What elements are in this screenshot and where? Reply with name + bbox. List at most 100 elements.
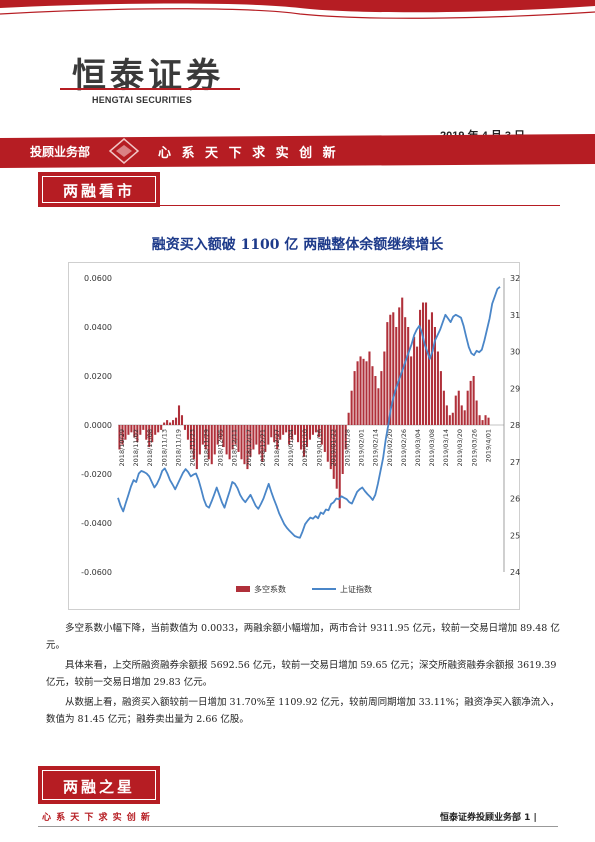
bar [377, 388, 380, 425]
bar [460, 405, 463, 425]
x-tick-label: 2019/01/22 [329, 429, 337, 466]
bar [487, 417, 490, 425]
bar [472, 376, 475, 425]
footer-page-label: 恒泰证券投顾业务部 1 | [440, 813, 537, 823]
x-tick-label: 2019/01/04 [287, 429, 295, 466]
footer-box-frame [42, 770, 156, 800]
bar [276, 425, 279, 450]
bar [317, 425, 320, 438]
bar [157, 425, 160, 433]
bar [127, 425, 130, 435]
bar [231, 425, 234, 450]
bar [198, 425, 201, 455]
right-tick-label: 2400 [510, 568, 520, 577]
footer-box [38, 766, 160, 804]
bar [427, 319, 431, 425]
bar [395, 327, 398, 425]
bar [353, 371, 356, 425]
series-line-shanghai [117, 286, 501, 539]
legend-label-line: 上证指数 [340, 584, 372, 594]
bar [130, 425, 133, 433]
right-tick-label: 2700 [510, 458, 520, 467]
bar [436, 351, 439, 425]
left-tick-label: 0.0400 [84, 323, 112, 332]
bar [169, 422, 172, 425]
bar [320, 425, 323, 445]
bar [219, 425, 222, 440]
footer-heading: 两融之星 [62, 778, 135, 796]
x-tick-label: 2019/02/20 [386, 429, 394, 466]
bar [237, 425, 240, 452]
bar [160, 425, 163, 430]
right-tick-label: 2900 [510, 384, 520, 393]
bar [407, 327, 410, 425]
bar [249, 425, 252, 457]
bar [305, 425, 309, 448]
bar [213, 425, 216, 455]
x-tick-label: 2019/01/10 [301, 429, 309, 466]
header-slogan: 心 系 天 下 求 实 创 新 [158, 146, 339, 161]
bar [416, 346, 419, 425]
bar [225, 425, 228, 455]
right-tick-label: 3100 [510, 311, 520, 320]
bar [380, 371, 383, 425]
bar [413, 336, 416, 425]
bar [151, 425, 154, 443]
chart-frame [68, 262, 520, 610]
article-title: 融资买入额破 1100 亿 两融整体余额继续增长 [151, 237, 444, 253]
bar [118, 425, 121, 450]
bar [314, 425, 317, 433]
bar [341, 425, 344, 474]
bar [285, 425, 288, 433]
header-swoosh [0, 0, 595, 19]
bar [172, 420, 175, 425]
x-tick-label: 2018/10/29 [118, 429, 126, 466]
bar [246, 425, 249, 470]
bar [180, 415, 184, 425]
x-tick-label: 2019/01/16 [315, 429, 323, 466]
bar [332, 425, 335, 479]
bar [270, 425, 273, 438]
bar [335, 425, 338, 489]
footer-slogan: 心 系 天 下 求 实 创 新 [42, 813, 151, 823]
bar [359, 356, 362, 425]
bar [195, 425, 198, 470]
bar [261, 425, 264, 462]
bar [136, 425, 139, 443]
bar [186, 425, 189, 440]
section-heading: 两融看市 [62, 182, 135, 200]
bar [326, 425, 329, 462]
x-tick-label: 2019/02/01 [358, 429, 366, 466]
bar [410, 356, 413, 425]
bar [174, 417, 178, 425]
footer-divider [38, 826, 558, 827]
bar [192, 425, 195, 460]
bar [207, 425, 210, 460]
bar [163, 422, 166, 425]
bar [240, 425, 243, 460]
bar [264, 425, 267, 452]
header-banner [0, 134, 595, 168]
bar [398, 307, 401, 425]
department-name: 投顾业务部 [30, 145, 91, 159]
bar [177, 405, 181, 425]
bar [374, 376, 377, 425]
bar [368, 351, 371, 425]
x-tick-label: 2018/11/02 [132, 429, 140, 466]
bar [204, 425, 207, 450]
bar [347, 412, 350, 425]
bar [338, 425, 341, 509]
left-tick-label: 0.0000 [84, 421, 112, 430]
right-tick-label: 2500 [510, 531, 520, 540]
bar [421, 302, 425, 425]
bar [273, 425, 276, 443]
section-heading-box [38, 172, 160, 207]
x-tick-label: 2018/12/21 [259, 429, 267, 466]
left-tick-label: -0.0400 [81, 519, 112, 528]
section-divider [160, 205, 560, 206]
bar [258, 425, 261, 455]
x-tick-label: 2018/11/08 [146, 429, 154, 466]
paragraph-data: 从数据上看，融资买入额较前一日增加 31.70%至 1109.92 亿元，较前周… [46, 697, 560, 725]
emblem-icon [108, 138, 140, 164]
x-tick-label: 2018/11/23 [188, 429, 196, 466]
